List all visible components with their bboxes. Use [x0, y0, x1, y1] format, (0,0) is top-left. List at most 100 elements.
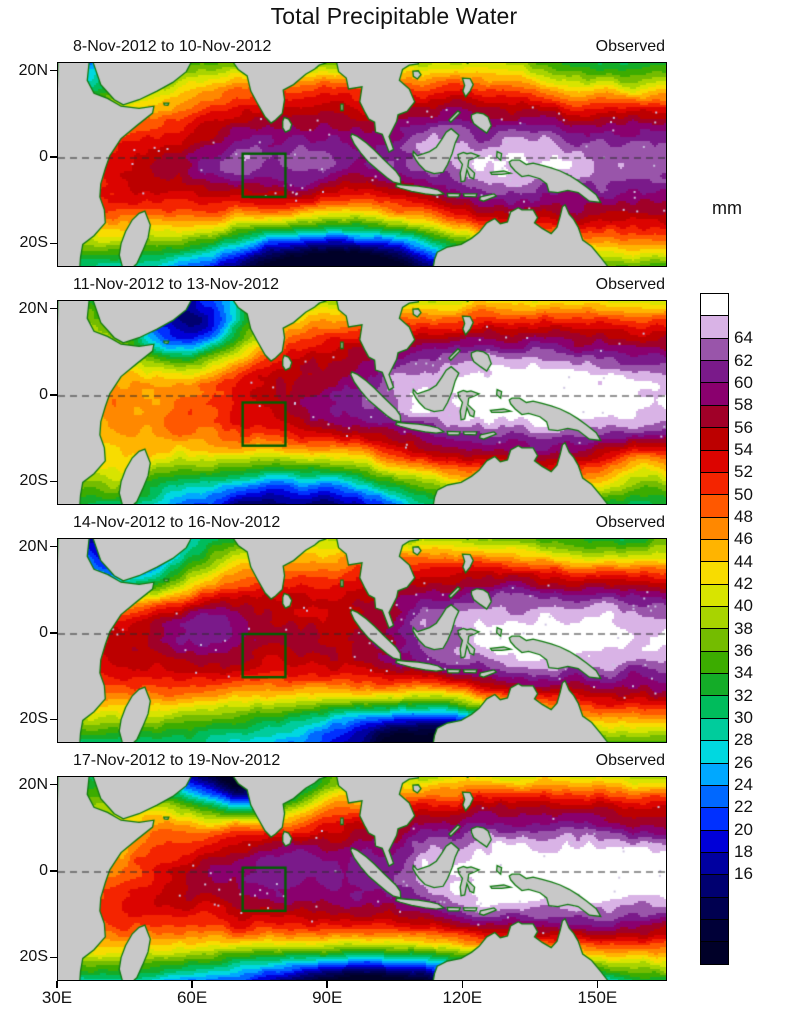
panel-2-ylabel-20s: 20S: [19, 472, 48, 490]
x-tick-mark: [461, 980, 464, 988]
panel-2-observed-label: Observed: [595, 276, 665, 293]
panel-4-ylabel-20s: 20S: [19, 948, 48, 966]
colorbar-tick-22: 22: [734, 797, 753, 817]
panel-3-observed-label: Observed: [595, 514, 665, 531]
colorbar-segment: [701, 740, 728, 763]
colorbar-tick-60: 60: [734, 372, 753, 392]
colorbar-tick-34: 34: [734, 663, 753, 683]
colorbar-tick-24: 24: [734, 774, 753, 794]
colorbar-tick-64: 64: [734, 328, 753, 348]
colorbar-tick-40: 40: [734, 596, 753, 616]
panel-2-ylabel-0: 0: [39, 386, 48, 404]
panel-4-header: 17-Nov-2012 to 19-Nov-2012 Observed: [57, 752, 665, 770]
colorbar-segment: [701, 427, 728, 450]
colorbar-tick-36: 36: [734, 640, 753, 660]
x-tick-mark: [191, 980, 193, 988]
panel-3-ylabel-20s: 20S: [19, 710, 48, 728]
y-tick-mark: [50, 718, 57, 721]
colorbar-segment: [701, 650, 728, 674]
figure-title: Total Precipitable Water: [270, 3, 518, 29]
panel-1-date-range: 8-Nov-2012 to 10-Nov-2012: [73, 38, 272, 55]
colorbar-segment: [701, 851, 728, 875]
y-tick-mark: [50, 783, 57, 786]
x-tick-mark: [596, 980, 599, 988]
panel-4-ylabel-20n: 20N: [18, 775, 48, 793]
panel-3-ylabel-0: 0: [39, 624, 48, 642]
colorbar-segment: [701, 896, 728, 920]
panel-1-header: 8-Nov-2012 to 10-Nov-2012 Observed: [57, 38, 665, 56]
colorbar-segment: [701, 762, 728, 785]
colorbar-segment: [701, 360, 728, 383]
colorbar-tick-44: 44: [734, 551, 753, 571]
colorbar-segment: [701, 874, 728, 897]
panel-3-ylabel-20n: 20N: [18, 537, 48, 555]
panel-3-date-range: 14-Nov-2012 to 16-Nov-2012: [73, 514, 281, 531]
y-tick-mark: [50, 870, 57, 872]
panel-1-ylabel-20n: 20N: [18, 61, 48, 79]
panel-2-ylabel-20n: 20N: [18, 299, 48, 317]
panel-2-date-range: 11-Nov-2012 to 13-Nov-2012: [73, 276, 280, 293]
panel-1-observed-label: Observed: [595, 38, 665, 55]
panel-3-canvas: [58, 539, 666, 742]
colorbar-tick-50: 50: [734, 484, 753, 504]
panel-4-ylabel-0: 0: [39, 862, 48, 880]
colorbar-segment: [701, 516, 728, 539]
x-tick-label-120e: 120E: [442, 988, 483, 1007]
colorbar: [700, 293, 729, 965]
panel-2-map: [57, 300, 667, 505]
colorbar-segment: [701, 382, 728, 405]
panel-1-ylabel-0: 0: [39, 148, 48, 166]
colorbar-tick-46: 46: [734, 529, 753, 549]
colorbar-tick-42: 42: [734, 573, 753, 593]
colorbar-segment: [701, 538, 728, 562]
colorbar-tick-32: 32: [734, 685, 753, 705]
colorbar-segment: [701, 404, 728, 428]
x-tick-label-150e: 150E: [577, 988, 618, 1007]
colorbar-segment: [701, 919, 728, 942]
colorbar-tick-48: 48: [734, 506, 753, 526]
colorbar-segment: [701, 294, 728, 316]
colorbar-tick-56: 56: [734, 417, 753, 437]
colorbar-segment: [701, 628, 728, 651]
colorbar-segment: [701, 829, 728, 852]
x-tick-mark: [56, 980, 58, 988]
colorbar-tick-38: 38: [734, 618, 753, 638]
colorbar-segment: [701, 449, 728, 472]
x-tick-mark: [326, 980, 328, 988]
panel-1-map: [57, 62, 667, 267]
panel-3-header: 14-Nov-2012 to 16-Nov-2012 Observed: [57, 514, 665, 532]
colorbar-segment: [701, 673, 728, 696]
panel-2-canvas: [58, 301, 666, 504]
x-tick-label-30e: 30E: [41, 988, 73, 1007]
panel-4-date-range: 17-Nov-2012 to 19-Nov-2012: [73, 752, 281, 769]
colorbar-segment: [701, 941, 728, 964]
panel-1-ylabel-20s: 20S: [19, 234, 48, 252]
colorbar-tick-28: 28: [734, 730, 753, 750]
colorbar-tick-16: 16: [734, 864, 753, 884]
colorbar-segment: [701, 695, 728, 718]
colorbar-tick-58: 58: [734, 395, 753, 415]
panel-2-header: 11-Nov-2012 to 13-Nov-2012 Observed: [57, 276, 665, 294]
y-tick-mark: [50, 307, 57, 310]
colorbar-tick-20: 20: [734, 819, 753, 839]
y-tick-mark: [50, 242, 57, 245]
y-tick-mark: [50, 69, 57, 72]
x-tick-label-60e: 60E: [176, 988, 208, 1007]
colorbar-tick-18: 18: [734, 841, 753, 861]
y-tick-mark: [50, 545, 57, 548]
colorbar-segment: [701, 807, 728, 830]
y-tick-mark: [50, 394, 57, 396]
colorbar-unit-label: mm: [712, 198, 742, 218]
colorbar-segment: [701, 337, 728, 361]
y-tick-mark: [50, 632, 57, 634]
colorbar-tick-labels: 64 62 60 58 56 54 52 50 48 46 44 42 40 38 36 34 32 30 28 26…: [734, 293, 778, 963]
colorbar-segment: [701, 606, 728, 629]
colorbar-segment: [701, 494, 728, 517]
colorbar-tick-26: 26: [734, 752, 753, 772]
colorbar-tick-30: 30: [734, 707, 753, 727]
panel-4-map: [57, 776, 667, 981]
colorbar-tick-54: 54: [734, 439, 753, 459]
panel-4-observed-label: Observed: [595, 752, 665, 769]
y-tick-mark: [50, 480, 57, 483]
colorbar-segment: [701, 583, 728, 607]
